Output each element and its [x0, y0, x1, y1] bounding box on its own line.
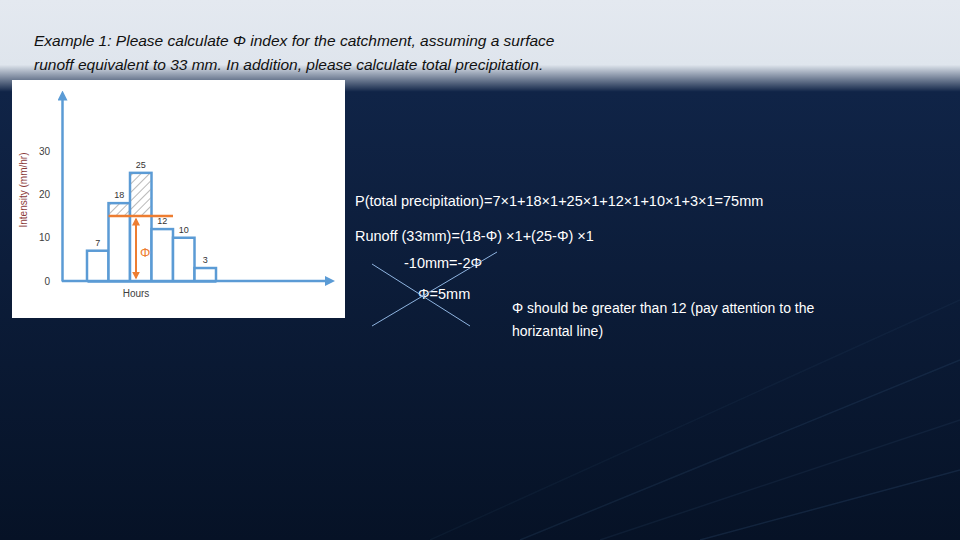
data-label: 10: [179, 225, 189, 235]
x-axis-title: Hours: [123, 288, 150, 299]
excess-rainfall: [110, 204, 130, 216]
y-tick: 0: [44, 276, 62, 287]
y-axis-title: Intensity (mm/hr): [18, 152, 29, 227]
equation: P(total precipitation)=7×1+18×1+25×1+12×…: [355, 193, 763, 209]
bar: [173, 238, 195, 281]
y-axis: 0 10 20 30: [39, 96, 63, 287]
y-tick: 20: [39, 189, 62, 200]
data-label: 18: [114, 190, 124, 200]
cross-out: [372, 252, 497, 326]
data-label: 7: [95, 238, 100, 248]
x-axis-domain: [88, 280, 217, 283]
cross-out: [372, 264, 470, 326]
background-streaks: [430, 300, 960, 540]
streak: [430, 300, 960, 540]
data-label: 12: [157, 216, 167, 226]
chart-panel: [12, 80, 345, 318]
note-line: Φ should be greater than 12 (pay attenti…: [512, 300, 814, 316]
bar: [87, 251, 109, 281]
bar: [109, 203, 131, 281]
equation: Runoff (33mm)=(18-Φ) ×1+(25-Φ) ×1: [355, 228, 594, 244]
y-tick-label: 0: [44, 276, 50, 287]
y-tick: 10: [39, 232, 62, 243]
y-tick-label: 10: [39, 232, 51, 243]
y-tick-label: 20: [39, 189, 51, 200]
streak: [520, 360, 960, 540]
plot-area: [87, 173, 216, 281]
phi-label: Φ: [140, 245, 150, 260]
bar: [130, 173, 152, 281]
excess-rainfall: [131, 174, 151, 216]
data-label: 3: [203, 255, 208, 265]
y-tick-label: 30: [39, 146, 51, 157]
streak: [700, 470, 960, 540]
background: [0, 0, 960, 540]
phi-arrow: [135, 219, 137, 278]
bar: [152, 229, 174, 281]
bar: [195, 268, 217, 281]
title-line: runoff equivalent to 33 mm. In addition,…: [34, 56, 543, 73]
x-axis: [88, 281, 217, 283]
slide-root: Example 1: Please calculate Φ index for …: [0, 0, 960, 540]
y-tick: 30: [39, 146, 62, 157]
equation: -10mm=-2Φ: [404, 255, 482, 271]
title-line: Example 1: Please calculate Φ index for …: [34, 32, 555, 49]
y-axis-line: [61, 96, 64, 282]
note-line: horizantal line): [512, 323, 603, 339]
slide: Example 1: Please calculate Φ index for …: [0, 0, 960, 540]
data-label: 25: [136, 160, 146, 170]
